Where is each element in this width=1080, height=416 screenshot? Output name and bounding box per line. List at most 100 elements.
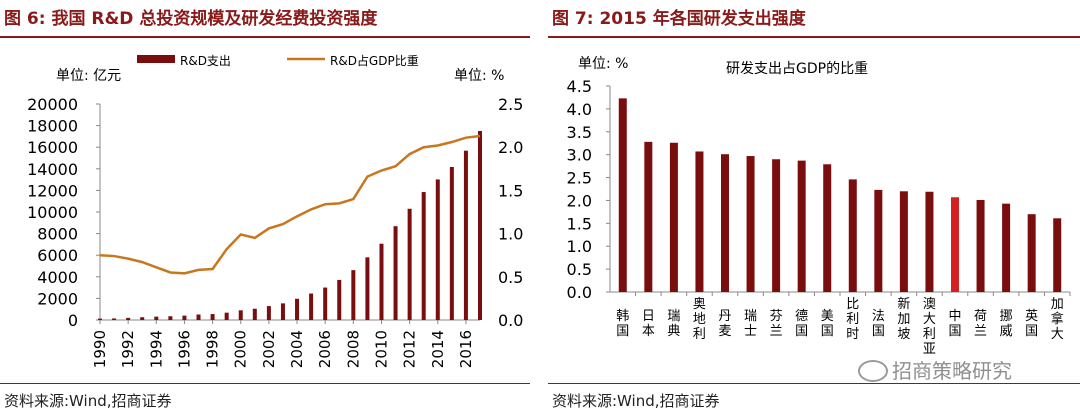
x-category-label: 荷兰 — [974, 309, 987, 339]
y-tick-label: 1.0 — [567, 237, 592, 256]
country-bar — [1002, 203, 1011, 292]
rd-bar — [351, 270, 356, 320]
x-category-label: 德国 — [795, 309, 808, 339]
rd-bar — [182, 315, 187, 320]
legend-line-label: R&D占GDP比重 — [330, 53, 419, 68]
x-tick-label: 1990 — [91, 330, 109, 368]
y2-tick-label: 0.0 — [498, 311, 523, 330]
rd-bar — [266, 306, 271, 320]
watermark: 招商策略研究 — [858, 355, 1012, 384]
y-tick-label: 0.5 — [567, 260, 592, 279]
x-category-label: 加拿大 — [1051, 297, 1064, 342]
left-panel: 图 6: 我国 R&D 总投资规模及研发经费投资强度 R&D支出 R&D占GDP… — [0, 0, 530, 416]
x-tick-label: 2000 — [232, 330, 250, 368]
x-category-label: 韩国 — [616, 309, 629, 339]
country-bar — [644, 141, 653, 292]
right-chart-unit: 单位: % — [578, 56, 628, 72]
y-tick-label: 1.5 — [567, 214, 592, 233]
rd-bar — [252, 308, 257, 320]
x-category-label: 法国 — [872, 309, 885, 339]
country-bar — [1027, 214, 1036, 292]
rd-bar — [196, 314, 201, 320]
x-category-label: 丹麦 — [718, 309, 731, 339]
y2-tick-label: 2.5 — [498, 95, 523, 114]
rd-bar — [393, 226, 398, 320]
x-category-label: 英国 — [1025, 309, 1038, 339]
country-bar — [951, 197, 959, 292]
x-category-label: 中国 — [948, 309, 961, 339]
left-source-rule — [0, 383, 530, 384]
left-title-rule — [0, 36, 530, 38]
country-bar — [797, 160, 806, 292]
x-category-label: 日本 — [642, 309, 655, 339]
rd-bar — [98, 318, 102, 320]
y-tick-label: 0.0 — [567, 283, 592, 302]
y2-tick-label: 1.5 — [498, 181, 523, 200]
country-bar — [746, 156, 755, 292]
y-tick-label: 2.0 — [567, 191, 592, 210]
x-category-label: 比利时 — [846, 297, 859, 342]
x-category-label: 芬兰 — [770, 309, 783, 339]
y-tick-label: 4.5 — [567, 77, 592, 96]
x-tick-label: 2016 — [457, 330, 475, 368]
legend-bar-swatch — [137, 55, 175, 63]
x-tick-label: 2014 — [429, 330, 447, 368]
y2-tick-label: 2.0 — [498, 138, 523, 157]
right-title-rule — [548, 36, 1080, 38]
rd-bar — [210, 314, 215, 320]
rd-bar — [168, 316, 173, 320]
rd-bar — [280, 303, 285, 320]
y-tick-label: 20000 — [27, 95, 78, 114]
rd-bar — [154, 316, 159, 320]
country-bar — [899, 191, 908, 292]
rd-bar — [224, 312, 229, 320]
right-series-title: 研发支出占GDP的比重 — [726, 61, 868, 77]
x-category-label: 美国 — [821, 309, 834, 339]
y2-tick-label: 0.5 — [498, 268, 523, 287]
x-category-label: 瑞典 — [667, 309, 680, 339]
rd-bar — [323, 287, 328, 320]
y-tick-label: 12000 — [27, 181, 78, 200]
country-bar — [874, 189, 883, 292]
wechat-icon — [858, 359, 888, 382]
rd-bar — [309, 293, 314, 320]
x-tick-label: 2004 — [288, 330, 306, 368]
rd-bar — [295, 298, 300, 320]
right-source: 资料来源:Wind,招商证券 — [552, 392, 720, 410]
rd-bar — [337, 279, 342, 320]
y-tick-label: 14000 — [27, 160, 78, 179]
right-source-rule — [548, 383, 1080, 384]
right-chart-title: 图 7: 2015 年各国研发支出强度 — [552, 9, 806, 29]
rd-bar — [421, 192, 426, 320]
x-tick-label: 2006 — [316, 330, 334, 368]
x-category-label: 瑞士 — [744, 309, 757, 339]
y-tick-label: 16000 — [27, 138, 78, 157]
country-bar — [618, 98, 627, 292]
x-tick-label: 2008 — [344, 330, 362, 368]
rd-bar — [407, 208, 412, 320]
rd-bar — [379, 243, 384, 320]
country-bar — [976, 199, 985, 292]
left-chart: R&D支出 R&D占GDP比重 单位: 亿元 单位: % 20000180001… — [27, 53, 523, 368]
legend-bar-label: R&D支出 — [180, 54, 231, 68]
x-tick-label: 2002 — [260, 330, 278, 368]
x-tick-label: 1994 — [147, 330, 165, 368]
left-source: 资料来源:Wind,招商证券 — [4, 392, 172, 410]
x-category-label: 新加坡 — [897, 296, 910, 342]
y2-tick-label: 1.0 — [498, 225, 523, 244]
rd-bar — [435, 179, 440, 320]
y-tick-label: 3.0 — [567, 146, 592, 165]
y-tick-label: 2.5 — [567, 169, 592, 188]
rd-bar — [449, 166, 454, 320]
rd-bar — [463, 150, 468, 320]
country-bar — [669, 142, 678, 292]
country-bar — [848, 179, 857, 292]
left-unit-label: 单位: 亿元 — [56, 68, 121, 84]
country-bar — [721, 154, 729, 292]
right-plot-area: 4.5 4.0 3.5 3.0 2.5 2.0 1.5 1.0 0.5 0.0 韩国日本瑞典奥地利丹… — [567, 77, 1071, 357]
right-chart: 单位: % 研发支出占GDP的比重 4.5 4.0 3.5 3.0 2.5 2.0 1.5 1… — [567, 56, 1071, 357]
rd-ratio-line — [99, 134, 481, 275]
x-tick-label: 2010 — [372, 330, 390, 368]
rd-bar — [365, 257, 370, 320]
rd-bar — [238, 310, 243, 320]
